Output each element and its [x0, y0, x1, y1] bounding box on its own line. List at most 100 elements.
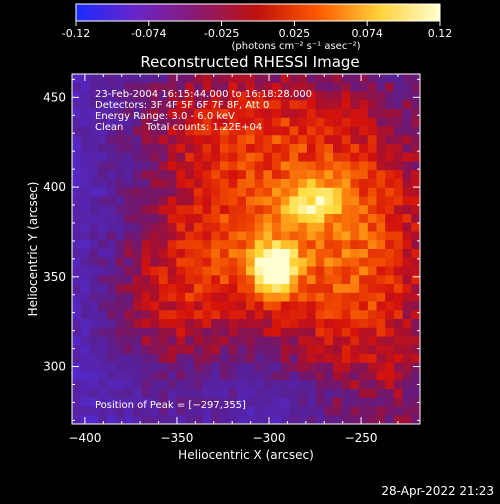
heatmap-cell — [376, 126, 386, 136]
heatmap-cell — [393, 389, 404, 399]
heatmap-cell — [202, 397, 212, 408]
heatmap-cell — [193, 82, 204, 93]
heatmap-cell — [159, 249, 169, 259]
heatmap-cell — [106, 126, 117, 136]
heatmap-cell — [176, 170, 186, 180]
heatmap-cell — [228, 415, 238, 424]
heatmap-cell — [367, 380, 378, 390]
heatmap-cell — [185, 397, 195, 408]
heatmap-cell — [185, 257, 195, 268]
heatmap-cell — [280, 301, 291, 311]
heatmap-cell — [132, 275, 143, 285]
heatmap-cell — [367, 109, 378, 119]
heatmap-cell — [176, 319, 186, 329]
heatmap-cell — [324, 397, 334, 408]
energy-range-text: Energy Range: 3.0 - 6.0 keV — [95, 111, 235, 122]
heatmap-cell — [98, 187, 108, 198]
heatmap-cell — [246, 345, 256, 355]
heatmap-cell — [402, 231, 412, 241]
heatmap-cell — [324, 205, 334, 215]
heatmap-cell — [411, 144, 420, 154]
heatmap-cell — [324, 310, 334, 320]
heatmap-cell — [289, 144, 299, 154]
heatmap-cell — [176, 406, 186, 416]
heatmap-cell — [306, 205, 317, 215]
heatmap-cell — [315, 319, 325, 329]
heatmap-cell — [402, 336, 412, 346]
heatmap-cell — [385, 205, 395, 215]
y-tick-labels: 300 350 400 450 — [43, 90, 66, 373]
heatmap-cell — [193, 371, 204, 381]
heatmap-cell — [324, 345, 334, 355]
heatmap-cell — [219, 100, 230, 110]
heatmap-cell — [132, 126, 143, 136]
heatmap-cell — [289, 310, 299, 320]
heatmap-cell — [228, 362, 238, 373]
heatmap-cell — [219, 249, 230, 259]
heatmap-cell — [376, 389, 386, 399]
heatmap-cell — [211, 336, 221, 346]
heatmap-cell — [193, 205, 204, 215]
heatmap-cell — [280, 144, 291, 154]
heatmap-cell — [315, 257, 325, 268]
heatmap-cell — [150, 144, 160, 154]
heatmap-cell — [246, 135, 256, 145]
heatmap-cell — [141, 380, 151, 390]
heatmap-cell — [246, 214, 256, 224]
heatmap-cell — [367, 152, 378, 163]
heatmap-cell — [385, 152, 395, 163]
heatmap-cell — [324, 179, 334, 189]
heatmap-cell — [211, 327, 221, 338]
heatmap-cell — [367, 362, 378, 373]
heatmap-cell — [72, 170, 82, 180]
heatmap-cell — [159, 135, 169, 145]
heatmap-cell — [202, 91, 212, 101]
heatmap-cell — [237, 415, 247, 424]
heatmap-cell — [306, 371, 317, 381]
heatmap-cell — [263, 91, 273, 101]
heatmap-cell — [376, 292, 386, 303]
heatmap-cell — [185, 406, 195, 416]
heatmap-cell — [315, 266, 325, 276]
heatmap-cell — [159, 82, 169, 93]
heatmap-cell — [298, 275, 308, 285]
heatmap-cell — [246, 397, 256, 408]
heatmap-cell — [124, 231, 134, 241]
heatmap-cell — [211, 161, 221, 171]
heatmap-cell — [393, 214, 404, 224]
heatmap-cell — [72, 231, 82, 241]
heatmap-cell — [359, 371, 369, 381]
heatmap-cell — [237, 310, 247, 320]
heatmap-cell — [141, 319, 151, 329]
heatmap-cell — [411, 91, 420, 101]
heatmap-cell — [315, 152, 325, 163]
heatmap-cell — [106, 336, 117, 346]
heatmap-cell — [228, 91, 238, 101]
heatmap-cell — [237, 284, 247, 294]
heatmap-cell — [263, 397, 273, 408]
heatmap-cell — [150, 117, 160, 128]
heatmap-cell — [115, 109, 125, 119]
heatmap-cell — [315, 240, 325, 250]
heatmap-cell — [72, 222, 82, 233]
heatmap-cell — [80, 310, 90, 320]
heatmap-cell — [289, 91, 299, 101]
heatmap-cell — [176, 397, 186, 408]
heatmap-cell — [89, 100, 99, 110]
heatmap-cell — [315, 362, 325, 373]
heatmap-cell — [393, 415, 404, 424]
heatmap-cell — [167, 196, 177, 206]
heatmap-cell — [106, 310, 117, 320]
heatmap-cell — [376, 152, 386, 163]
heatmap-cell — [289, 266, 299, 276]
heatmap-cell — [324, 301, 334, 311]
heatmap-cell — [298, 406, 308, 416]
heatmap-cell — [167, 82, 177, 93]
heatmap-cell — [89, 214, 99, 224]
heatmap-cell — [150, 389, 160, 399]
heatmap-cell — [141, 292, 151, 303]
heatmap-cell — [350, 117, 360, 128]
heatmap-cell — [359, 91, 369, 101]
heatmap-cell — [211, 345, 221, 355]
heatmap-cell — [280, 336, 291, 346]
